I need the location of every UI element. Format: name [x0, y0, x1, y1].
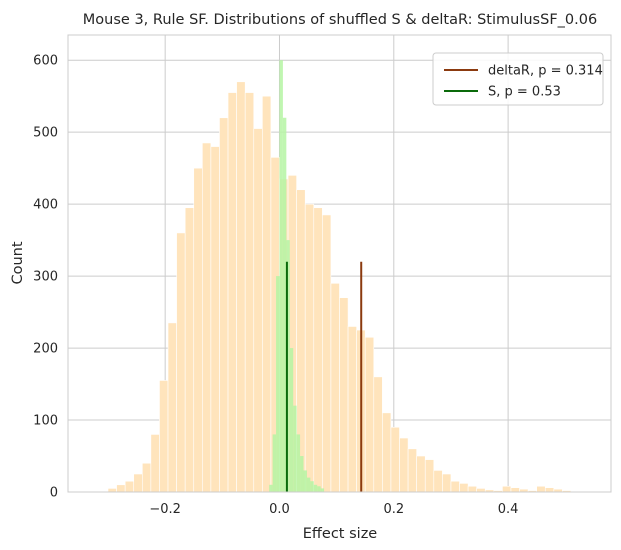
histogram-bar — [450, 480, 460, 493]
histogram-bar — [313, 484, 318, 492]
histogram-bar — [184, 207, 195, 493]
y-tick-labels: 0 100 200 300 400 500 600 — [33, 54, 58, 501]
histogram-bar — [459, 483, 469, 493]
histogram-bar — [107, 488, 117, 493]
y-tick-label: 500 — [33, 126, 58, 141]
histogram-bar — [476, 488, 486, 493]
histogram-bar — [286, 240, 290, 492]
histogram-bar — [304, 203, 315, 493]
histogram-bar — [193, 167, 203, 493]
histogram-bar — [219, 117, 229, 493]
histogram-bar — [293, 405, 297, 492]
y-tick-label: 400 — [33, 198, 58, 213]
histogram-bar — [373, 376, 383, 493]
histogram-bar — [467, 485, 477, 493]
histogram-bar — [300, 456, 304, 492]
x-axis-label: Effect size — [303, 526, 378, 542]
histogram-bar — [317, 486, 321, 492]
histogram-bar — [116, 484, 126, 493]
histogram-bar — [289, 348, 294, 492]
histogram-bar — [269, 484, 273, 492]
histogram-bar — [244, 92, 255, 493]
histogram-bar — [227, 92, 237, 493]
histogram-bar — [313, 207, 323, 493]
histogram-bar — [424, 459, 435, 493]
histogram-bar — [202, 142, 212, 493]
legend-label-S: S, p = 0.53 — [488, 85, 561, 100]
x-tick-label: 0.2 — [383, 502, 404, 517]
x-tick-labels: −0.2 0.0 0.2 0.4 — [149, 502, 518, 517]
histogram-bar — [150, 434, 160, 493]
histogram-bar — [142, 462, 152, 493]
histogram-bar — [502, 485, 512, 493]
histogram-bar — [176, 232, 186, 493]
histogram-bar — [296, 434, 301, 492]
histogram-bar — [282, 117, 287, 492]
histogram-bar — [262, 95, 272, 493]
histogram-bar — [433, 470, 443, 493]
histogram-bar — [320, 488, 325, 492]
histogram-bar — [536, 485, 546, 493]
histogram-bar — [159, 380, 169, 493]
x-tick-label: 0.0 — [269, 502, 290, 517]
y-tick-label: 100 — [33, 414, 58, 429]
histogram-bar — [322, 214, 332, 493]
y-tick-label: 300 — [33, 270, 58, 285]
histogram-bar — [303, 470, 307, 492]
chart-title: Mouse 3, Rule SF. Distributions of shuff… — [83, 12, 597, 28]
histogram-bar — [390, 426, 400, 493]
deltaR-histogram — [107, 81, 580, 493]
histogram-bar — [276, 276, 280, 492]
histogram-bar — [210, 146, 220, 493]
histogram-bar — [236, 81, 246, 493]
y-tick-label: 200 — [33, 342, 58, 357]
histogram-bar — [399, 437, 409, 493]
histogram-bar — [442, 473, 452, 493]
axes-frame — [67, 34, 612, 493]
legend: deltaR, p = 0.314 S, p = 0.53 — [432, 52, 604, 106]
x-tick-label: 0.4 — [498, 502, 519, 517]
histogram-bar — [306, 477, 311, 492]
legend-label-deltaR: deltaR, p = 0.314 — [488, 64, 603, 79]
histogram-bar — [253, 128, 263, 493]
histogram-bar — [510, 487, 520, 493]
histogram-bar — [382, 412, 392, 493]
histogram-bar — [364, 336, 375, 493]
histogram-bar — [544, 487, 555, 493]
y-tick-label: 600 — [33, 54, 58, 69]
histogram-bar — [133, 473, 143, 493]
histogram-bar — [339, 297, 349, 493]
histogram-bar — [279, 60, 283, 493]
x-tick-label: −0.2 — [149, 502, 181, 517]
histogram-bar — [310, 481, 314, 492]
vertical-lines — [285, 261, 363, 492]
histogram-bar — [416, 455, 426, 493]
histogram-bar — [124, 480, 135, 493]
histogram-bar — [347, 326, 357, 493]
S-histogram — [269, 60, 325, 493]
histogram-bar — [272, 434, 277, 492]
histogram-bar — [407, 448, 417, 493]
y-axis-label: Count — [10, 241, 26, 284]
histogram-bar — [167, 322, 177, 493]
y-tick-label: 0 — [50, 486, 58, 501]
histogram-bar — [330, 282, 340, 493]
